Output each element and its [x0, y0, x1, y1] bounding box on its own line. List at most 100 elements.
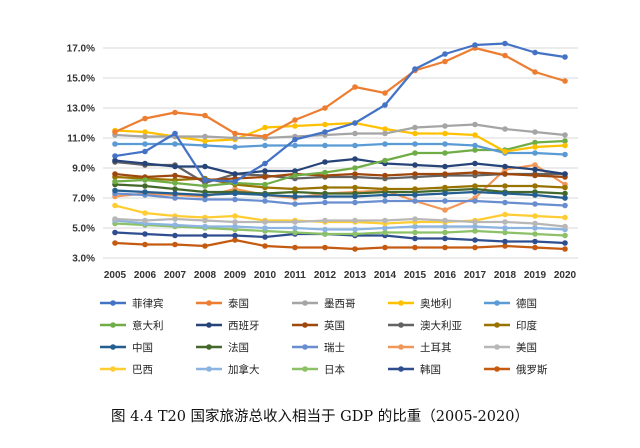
data-point — [502, 163, 508, 170]
data-point — [322, 105, 328, 111]
series-line — [114, 219, 566, 231]
data-point — [232, 130, 238, 137]
data-point — [322, 199, 328, 206]
data-point — [142, 160, 148, 167]
series-巴西 — [112, 202, 568, 227]
data-point — [292, 201, 298, 207]
data-point — [172, 186, 178, 192]
data-point — [502, 199, 508, 206]
data-point — [352, 130, 358, 137]
data-point — [142, 210, 148, 216]
data-point — [562, 138, 568, 144]
data-point — [262, 243, 268, 249]
legend-item: 德国 — [484, 297, 537, 310]
y-tick-label: 9.0% — [72, 164, 95, 175]
data-point — [382, 90, 388, 96]
series-line — [114, 175, 566, 191]
data-point — [442, 150, 448, 156]
data-point — [202, 133, 208, 140]
data-point — [322, 184, 328, 191]
legend-label: 日本 — [324, 363, 345, 376]
data-point — [412, 186, 418, 192]
data-point — [112, 178, 118, 185]
series-美国 — [112, 216, 568, 230]
data-point — [142, 148, 148, 155]
data-point — [382, 130, 388, 137]
data-point — [472, 219, 478, 225]
legend-label: 巴西 — [132, 364, 153, 376]
data-point — [202, 196, 208, 203]
x-axis-tick-labels: 2005 2006 2007 2008 2009 2010 2011 2012 2013 2014… — [104, 270, 577, 281]
series-line — [114, 121, 566, 153]
y-tick-label: 15.0% — [67, 74, 95, 85]
data-point — [352, 165, 358, 171]
data-point — [262, 225, 268, 231]
x-tick-label: 2018 — [494, 270, 517, 281]
data-point — [202, 192, 208, 198]
data-point — [352, 199, 358, 206]
legend-item: 菲律宾 — [100, 297, 164, 310]
legend-marker — [206, 322, 212, 328]
series-line — [114, 157, 566, 176]
data-point — [172, 195, 178, 201]
data-point — [322, 193, 328, 200]
data-point — [262, 168, 268, 174]
data-point — [562, 190, 568, 197]
x-tick-label: 2008 — [194, 270, 217, 281]
legend-label: 美国 — [516, 341, 537, 354]
data-point — [532, 213, 538, 219]
data-point — [232, 232, 238, 239]
data-point — [382, 229, 388, 236]
legend-item: 墨西哥 — [292, 298, 356, 310]
data-point — [532, 49, 538, 56]
data-point — [232, 237, 238, 243]
legend-label: 加拿大 — [228, 363, 260, 376]
data-point — [172, 172, 178, 179]
series-西班牙 — [112, 156, 568, 177]
data-point — [262, 160, 268, 167]
data-point — [292, 219, 298, 225]
data-point — [532, 139, 538, 146]
legend-item: 日本 — [292, 363, 345, 376]
data-point — [292, 244, 298, 251]
series-俄罗斯 — [112, 237, 568, 252]
data-point — [562, 184, 568, 191]
series-line — [114, 204, 566, 225]
series-line — [114, 160, 565, 185]
data-point — [442, 163, 448, 170]
data-point — [112, 171, 118, 177]
data-point — [142, 183, 148, 189]
data-point — [142, 129, 148, 135]
data-point — [562, 78, 568, 84]
data-point — [232, 196, 238, 203]
data-point — [382, 198, 388, 204]
legend-marker — [110, 366, 116, 372]
data-point — [232, 144, 238, 150]
legend-item: 土耳其 — [388, 341, 452, 354]
data-point — [352, 246, 358, 252]
data-point — [502, 219, 508, 225]
series-lines — [112, 40, 568, 252]
legend-marker — [398, 344, 404, 350]
data-point — [202, 163, 208, 170]
data-point — [472, 160, 478, 167]
series-瑞士 — [112, 190, 568, 209]
data-point — [502, 52, 508, 59]
data-point — [412, 192, 418, 198]
data-point — [502, 183, 508, 189]
data-point — [292, 136, 298, 143]
x-tick-label: 2017 — [464, 270, 487, 281]
y-axis-tick-labels: 17.0% 15.0% 13.0% 11.0% 9.0% 7.0% 5.0% 3.0% — [67, 44, 95, 265]
data-point — [142, 177, 148, 183]
data-point — [472, 228, 478, 234]
data-point — [262, 198, 268, 204]
data-point — [412, 162, 418, 168]
data-point — [562, 202, 568, 209]
data-point — [442, 184, 448, 191]
legend-label: 意大利 — [132, 319, 164, 332]
legend-marker — [206, 344, 212, 350]
data-point — [172, 180, 178, 186]
data-point — [472, 189, 478, 195]
data-point — [442, 244, 448, 251]
data-point — [262, 142, 268, 149]
